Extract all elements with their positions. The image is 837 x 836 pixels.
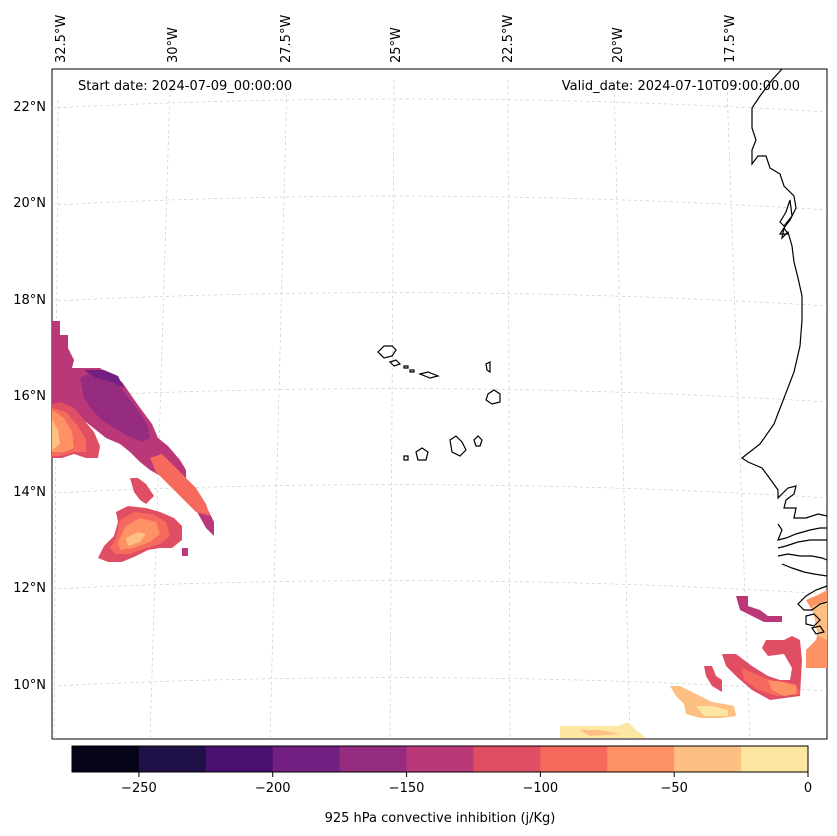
lat-label: 16°N [13, 389, 46, 404]
colorbar-tick-label: −200 [255, 781, 291, 796]
island-outline [418, 371, 440, 379]
colorbar-swatch [138, 746, 207, 772]
cape-verde-islands [377, 345, 501, 461]
colorbar-swatch [272, 746, 341, 772]
island-outline [388, 359, 402, 367]
cin-region [80, 370, 150, 442]
island-outline [409, 369, 415, 373]
cin-region [84, 370, 124, 388]
africa-coast [811, 625, 825, 635]
cin-region [150, 454, 210, 516]
africa-coast [777, 553, 828, 561]
lat-label: 12°N [13, 581, 46, 596]
africa-coast [777, 523, 827, 541]
lon-label: 17.5°W [723, 15, 738, 63]
longitude-labels: 32.5°W 30°W 27.5°W 25°W 22.5°W 20°W 17.5… [54, 15, 738, 63]
island-outline [485, 389, 501, 405]
cin-region [768, 680, 796, 696]
cin-region [130, 478, 154, 504]
africa-coast [740, 68, 828, 519]
island-outline [449, 435, 467, 457]
lon-label: 32.5°W [54, 15, 69, 63]
gridlines [51, 79, 828, 741]
africa-coast [778, 226, 790, 235]
cin-region [736, 596, 782, 622]
colorbar-ticks: −250 −200 −150 −100 −50 0 [121, 772, 812, 796]
lat-label: 20°N [13, 196, 46, 211]
cin-region [560, 722, 646, 738]
lon-label: 30°W [166, 27, 181, 63]
lon-label: 22.5°W [501, 15, 516, 63]
colorbar-label: 925 hPa convective inhibition (j/Kg) [325, 811, 556, 826]
cin-region [126, 532, 146, 546]
colorbar-frame [71, 745, 809, 773]
lon-label: 27.5°W [279, 15, 294, 63]
start-date: Start date: 2024-07-09_00:00:00 [78, 79, 292, 94]
colorbar-swatch [674, 746, 742, 772]
lon-label: 25°W [389, 27, 404, 63]
africa-coast [779, 199, 793, 227]
colorbar-swatch [72, 746, 140, 772]
map-frame [51, 68, 828, 740]
lat-label: 18°N [13, 293, 46, 308]
island-outline [473, 435, 483, 447]
colorbar-tick-label: −100 [523, 781, 559, 796]
colorbar-tick-label: −150 [389, 781, 425, 796]
island-outline [415, 447, 429, 461]
latitude-labels: 22°N 20°N 18°N 16°N 14°N 12°N 10°N [13, 100, 46, 693]
island-outline [403, 365, 409, 369]
coastline [740, 68, 828, 635]
colorbar-swatch [607, 746, 675, 772]
island-outline [377, 345, 397, 359]
lon-label: 20°W [611, 27, 626, 63]
cin-fill-west [52, 321, 214, 562]
colorbar-swatch [339, 746, 408, 772]
lat-label: 10°N [13, 678, 46, 693]
colorbar-tick-label: 0 [804, 781, 812, 796]
africa-coast [797, 585, 828, 611]
africa-coast [781, 563, 828, 577]
cin-region [704, 666, 722, 692]
colorbar-swatch [473, 746, 541, 772]
island-outline [485, 361, 491, 374]
lat-label: 14°N [13, 485, 46, 500]
cin-region [182, 548, 188, 556]
cin-region [696, 706, 728, 716]
africa-coast [805, 613, 821, 627]
colorbar-swatch [741, 746, 809, 772]
africa-coast [777, 539, 827, 549]
colorbar [72, 746, 809, 772]
colorbar-tick-label: −250 [121, 781, 157, 796]
colorbar-swatch [540, 746, 608, 772]
cin-region [580, 730, 620, 736]
colorbar-swatch [406, 746, 474, 772]
valid-date: Valid_date: 2024-07-10T09:00:00.00 [562, 79, 800, 94]
colorbar-swatch [205, 746, 274, 772]
colorbar-tick-label: −50 [660, 781, 687, 796]
lat-label: 22°N [13, 100, 46, 115]
cin-region [52, 420, 60, 450]
island-outline [403, 455, 409, 461]
